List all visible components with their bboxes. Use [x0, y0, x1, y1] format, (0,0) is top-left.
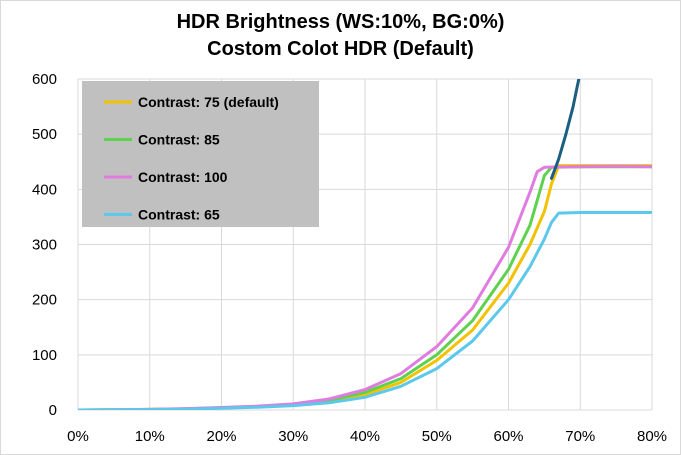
x-tick-label-7: 70% — [565, 428, 595, 445]
x-tick-label-0: 0% — [67, 428, 89, 445]
chart-title-line-2: Costom Colot HDR (Default) — [207, 38, 474, 60]
tick-labels: 0 100 200 300 400 500 600 0% 10% 20% 30% 40% 50% 60% 7… — [32, 71, 667, 445]
y-tick-label-5: 500 — [32, 126, 57, 143]
legend-label-1: Contrast: 85 — [138, 132, 220, 148]
legend-label-2: Contrast: 100 — [138, 169, 228, 185]
y-tick-label-3: 300 — [32, 237, 57, 254]
series-lines — [78, 79, 652, 410]
legend: Contrast: 75 (default) Contrast: 85 Contra… — [82, 81, 319, 227]
x-tick-label-3: 30% — [278, 428, 308, 445]
x-tick-label-8: 80% — [637, 428, 667, 445]
legend-label-3: Contrast: 65 — [138, 207, 220, 223]
x-tick-label-2: 20% — [206, 428, 236, 445]
x-tick-label-1: 10% — [135, 428, 165, 445]
x-tick-label-4: 40% — [350, 428, 380, 445]
x-tick-label-6: 60% — [493, 428, 523, 445]
chart-title: HDR Brightness (WS:10%, BG:0%) Costom Co… — [1, 9, 680, 63]
x-tick-label-5: 50% — [422, 428, 452, 445]
y-tick-label-2: 200 — [32, 292, 57, 309]
y-tick-label-1: 100 — [32, 347, 57, 364]
y-tick-label-4: 400 — [32, 181, 57, 198]
series-line-3 — [78, 211, 652, 410]
y-tick-label-6: 600 — [32, 71, 57, 88]
y-tick-label-0: 0 — [49, 402, 57, 419]
chart-title-line-1: HDR Brightness (WS:10%, BG:0%) — [176, 11, 505, 33]
legend-label-0: Contrast: 75 (default) — [138, 94, 279, 110]
legend-box — [82, 81, 319, 227]
series-line-4 — [550, 79, 581, 180]
